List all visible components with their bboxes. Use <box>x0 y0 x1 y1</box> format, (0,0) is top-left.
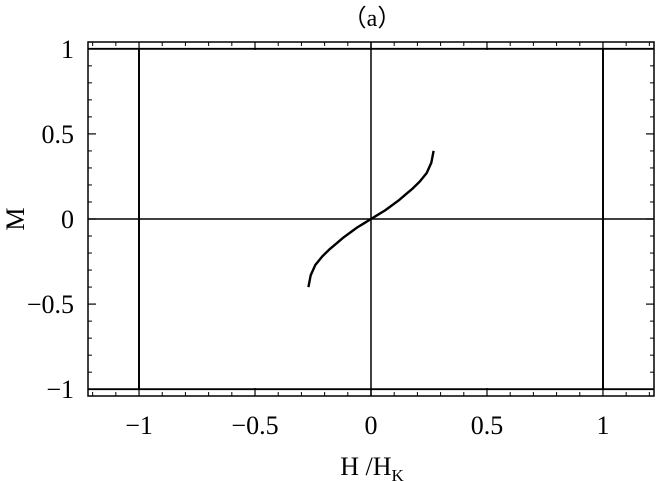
y-tick-label: 0.5 <box>42 120 75 149</box>
x-tick-label: 0.5 <box>471 411 504 440</box>
series-line-1 <box>88 47 654 391</box>
y-tick-label: −0.5 <box>27 290 74 319</box>
x-tick-label: 1 <box>596 411 609 440</box>
series-layer <box>88 47 654 391</box>
x-axis-label-subscript: K <box>392 466 405 481</box>
chart-title: （a） <box>343 6 402 32</box>
x-tick-label: −1 <box>125 411 153 440</box>
series-line-2 <box>88 47 654 391</box>
y-tick-labels: 1 0.5 0 −0.5 −1 <box>27 35 74 404</box>
x-axis-label: H /HK <box>340 452 404 481</box>
x-axis-label-main: H /H <box>340 452 392 481</box>
y-tick-label: 1 <box>61 35 74 64</box>
x-tick-label: 0 <box>365 411 378 440</box>
y-axis-label: M <box>1 207 30 230</box>
series-line-3 <box>307 150 435 288</box>
y-tick-label: −1 <box>46 375 74 404</box>
x-tick-label: −0.5 <box>231 411 278 440</box>
x-tick-labels: −1 −0.5 0 0.5 1 <box>125 411 609 440</box>
y-tick-label: 0 <box>61 205 74 234</box>
